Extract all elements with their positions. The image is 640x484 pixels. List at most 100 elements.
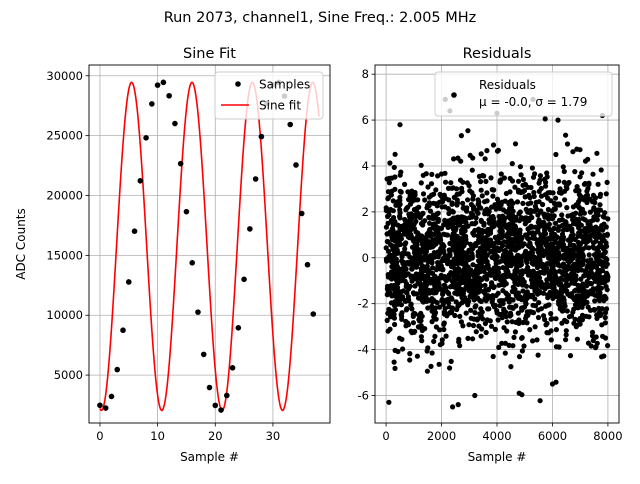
residual-point xyxy=(445,206,451,212)
residual-point xyxy=(385,220,391,226)
residual-point xyxy=(514,266,520,272)
residual-point xyxy=(476,202,482,208)
residual-point xyxy=(450,215,456,221)
residual-point xyxy=(552,220,559,226)
residual-point xyxy=(425,259,431,265)
residual-point xyxy=(554,202,561,208)
residual-point xyxy=(480,242,486,248)
residual-point xyxy=(392,174,398,180)
residual-point xyxy=(531,231,537,238)
residual-point xyxy=(511,334,517,340)
residual-point xyxy=(587,237,593,243)
residual-point xyxy=(593,255,600,261)
residual-point xyxy=(509,225,515,232)
residual-point xyxy=(498,245,504,252)
residual-point xyxy=(545,284,551,290)
residuals-y-tick-label: 0 xyxy=(362,251,369,265)
residual-point xyxy=(583,193,589,199)
residual-point xyxy=(531,189,537,196)
residual-point xyxy=(420,172,426,178)
residual-point xyxy=(535,307,541,313)
residual-point xyxy=(419,327,425,334)
residual-point xyxy=(580,295,586,301)
residual-point xyxy=(442,282,448,289)
residual-point xyxy=(482,211,488,217)
residual-point xyxy=(430,223,436,229)
residual-point xyxy=(473,303,479,309)
residual-point xyxy=(476,323,482,329)
residual-point xyxy=(478,179,484,185)
residual-point xyxy=(602,274,608,280)
residual-point xyxy=(523,258,529,264)
residual-point xyxy=(446,304,452,310)
residual-point xyxy=(489,254,495,260)
residual-point xyxy=(418,290,424,296)
residual-point xyxy=(431,231,437,237)
residual-point xyxy=(584,264,590,271)
residuals-legend-box xyxy=(434,71,613,117)
residual-point xyxy=(601,232,608,238)
sine-fit-frame xyxy=(88,64,331,424)
residual-point xyxy=(542,116,548,122)
residual-point xyxy=(460,200,466,206)
residual-point xyxy=(538,260,544,266)
residual-point xyxy=(441,311,448,317)
residual-point xyxy=(449,201,455,207)
residual-point xyxy=(594,315,600,321)
residual-outlier-point xyxy=(397,122,403,128)
residual-point xyxy=(526,225,533,231)
residual-point xyxy=(453,226,459,232)
residual-point xyxy=(406,211,412,217)
residual-point xyxy=(474,263,480,269)
residual-point xyxy=(493,260,499,267)
residuals-x-tick-label: 8000 xyxy=(593,429,622,443)
residual-point xyxy=(428,181,435,187)
residual-point xyxy=(530,174,537,180)
residual-point xyxy=(465,335,471,341)
residual-point xyxy=(500,288,506,294)
residual-point xyxy=(463,310,469,316)
residual-point xyxy=(496,218,502,224)
residual-point xyxy=(408,328,414,334)
residual-point xyxy=(395,280,401,286)
residual-point xyxy=(517,237,523,243)
residual-point xyxy=(563,328,569,334)
legend-samples-marker xyxy=(235,81,241,87)
residual-point xyxy=(436,231,442,237)
residual-point xyxy=(534,337,540,343)
residual-point xyxy=(509,178,516,184)
residual-point xyxy=(536,199,542,205)
residual-point xyxy=(502,350,508,356)
residuals-y-tick-label: -6 xyxy=(358,388,369,402)
residual-point xyxy=(567,293,573,299)
residual-point xyxy=(506,253,512,260)
residual-point xyxy=(580,216,586,222)
residual-point xyxy=(532,235,538,241)
residual-point xyxy=(400,294,406,300)
residual-point xyxy=(517,164,524,170)
residual-point xyxy=(508,312,514,318)
residual-point xyxy=(426,214,432,220)
residual-point xyxy=(451,256,457,262)
residual-point xyxy=(436,304,443,310)
residual-point xyxy=(489,280,495,286)
sine-fit-title: Sine Fit xyxy=(183,46,236,62)
sine-fit-y-tick-label: 15000 xyxy=(46,248,83,262)
residual-point xyxy=(479,227,485,234)
residual-point xyxy=(489,187,495,193)
residual-point xyxy=(387,314,394,320)
residual-point xyxy=(466,322,472,328)
residual-point xyxy=(446,210,452,217)
residual-point xyxy=(551,281,558,287)
residual-point xyxy=(604,287,610,293)
residual-point xyxy=(595,181,601,187)
residual-point xyxy=(385,310,391,316)
residual-point xyxy=(457,254,463,260)
residual-point xyxy=(496,282,502,288)
residual-point xyxy=(466,183,472,189)
sample-point xyxy=(166,92,172,99)
residual-point xyxy=(425,271,431,277)
residuals-x-tick-label: 0 xyxy=(382,429,389,443)
residual-point xyxy=(515,290,522,296)
